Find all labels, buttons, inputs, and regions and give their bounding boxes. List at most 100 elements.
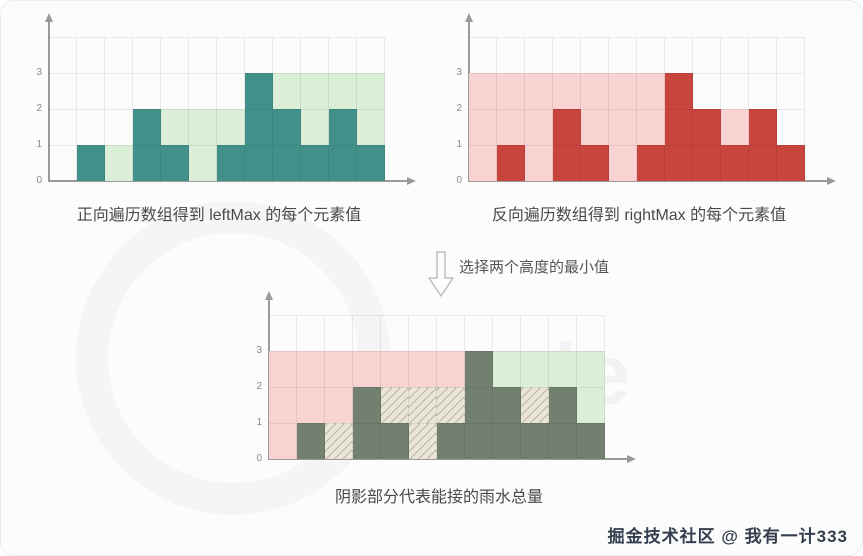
grid-cell: [325, 387, 353, 423]
grid-cell: [777, 73, 805, 109]
grid-cell: [245, 73, 273, 109]
grid-cell: [469, 145, 497, 181]
grid-cell: [497, 73, 525, 109]
grid-cell: [301, 37, 329, 73]
grid-cell: [437, 315, 465, 351]
chart-caption: 反向遍历数组得到 rightMax 的每个元素值: [491, 207, 787, 224]
grid-cell: [381, 351, 409, 387]
y-axis: [48, 21, 50, 181]
grid-cell: [749, 109, 777, 145]
rightmax-chart: 0 1 2 3 反向遍历数组得到 rightMax 的每个元素值: [449, 13, 849, 242]
x-axis-arrow-icon: [407, 177, 416, 185]
grid-cell: [357, 73, 385, 109]
grid-cell: [353, 351, 381, 387]
grid-cell: [525, 73, 553, 109]
y-axis-arrow-icon: [465, 13, 473, 22]
grid-cell: [105, 109, 133, 145]
y-tick-label: 3: [456, 67, 462, 78]
y-tick-label: 0: [256, 453, 262, 464]
x-axis-arrow-icon: [827, 177, 836, 185]
grid-cell: [525, 145, 553, 181]
grid-cell: [437, 387, 465, 423]
grid-cell: [577, 315, 605, 351]
y-tick-label: 2: [456, 103, 462, 114]
grid-cell: [553, 73, 581, 109]
grid-cell: [297, 387, 325, 423]
grid-cell: [493, 315, 521, 351]
grid-cell: [357, 145, 385, 181]
grid-cell: [49, 73, 77, 109]
grid-cell: [133, 109, 161, 145]
grid-cell: [525, 109, 553, 145]
grid-cell: [189, 109, 217, 145]
grid-cell: [549, 315, 577, 351]
y-tick-labels: 0 1 2 3: [449, 37, 465, 186]
grid-cell: [637, 37, 665, 73]
grid-cell: [409, 387, 437, 423]
grid-cell: [409, 351, 437, 387]
grid-cell: [693, 73, 721, 109]
grid-cell: [521, 351, 549, 387]
grid-cell: [325, 315, 353, 351]
grid-cell: [77, 73, 105, 109]
grid-cell: [273, 109, 301, 145]
grid-cell: [665, 145, 693, 181]
grid-cell: [577, 351, 605, 387]
grid-cell: [353, 387, 381, 423]
grid-cell: [493, 351, 521, 387]
grid-cell: [693, 109, 721, 145]
grid-cell: [353, 423, 381, 459]
grid-cell: [637, 109, 665, 145]
grid-cell: [329, 109, 357, 145]
grid-cell: [409, 423, 437, 459]
y-tick-label: 0: [36, 175, 42, 186]
grid-cell: [133, 37, 161, 73]
chart-caption: 阴影部分代表能接的雨水总量: [334, 489, 543, 506]
grid-cell: [665, 37, 693, 73]
y-tick-labels: 0 1 2 3: [29, 37, 45, 186]
grid-cell: [777, 145, 805, 181]
grid-cell: [497, 37, 525, 73]
y-axis-arrow-icon: [265, 291, 273, 300]
grid-cell: [189, 145, 217, 181]
grid-cell: [105, 73, 133, 109]
grid-cell: [325, 351, 353, 387]
grid-cell: [465, 423, 493, 459]
chart-grid: [269, 315, 605, 459]
grid-cell: [749, 73, 777, 109]
grid-cell: [217, 37, 245, 73]
grid-cell: [437, 351, 465, 387]
grid-cell: [329, 73, 357, 109]
grid-cell: [133, 145, 161, 181]
x-axis-arrow-icon: [627, 455, 636, 463]
grid-cell: [721, 73, 749, 109]
grid-cell: [77, 37, 105, 73]
grid-cell: [297, 351, 325, 387]
grid-cell: [553, 145, 581, 181]
grid-cell: [721, 109, 749, 145]
grid-cell: [329, 37, 357, 73]
grid-cell: [577, 387, 605, 423]
grid-cell: [549, 423, 577, 459]
grid-cell: [269, 423, 297, 459]
y-tick-label: 1: [256, 417, 262, 428]
grid-cell: [269, 387, 297, 423]
grid-cell: [609, 145, 637, 181]
y-tick-label: 2: [36, 103, 42, 114]
grid-cell: [217, 73, 245, 109]
grid-cell: [353, 315, 381, 351]
grid-cell: [493, 387, 521, 423]
grid-cell: [297, 315, 325, 351]
grid-cell: [637, 145, 665, 181]
grid-cell: [161, 109, 189, 145]
grid-cell: [161, 145, 189, 181]
y-tick-label: 3: [36, 67, 42, 78]
grid-cell: [301, 109, 329, 145]
y-tick-labels: 0 1 2 3: [249, 315, 265, 464]
grid-cell: [777, 109, 805, 145]
grid-cell: [49, 37, 77, 73]
grid-cell: [525, 37, 553, 73]
chart-caption: 正向遍历数组得到 leftMax 的每个元素值: [76, 207, 362, 224]
grid-cell: [325, 423, 353, 459]
grid-cell: [609, 37, 637, 73]
